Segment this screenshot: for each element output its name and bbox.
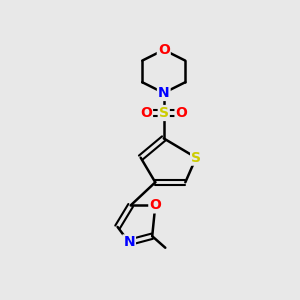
Text: N: N (158, 86, 170, 100)
Text: S: S (191, 151, 201, 165)
Text: O: O (149, 198, 161, 212)
Text: O: O (176, 106, 188, 120)
Text: N: N (123, 236, 135, 249)
Text: O: O (158, 43, 170, 57)
Text: S: S (159, 106, 169, 120)
Text: O: O (140, 106, 152, 120)
